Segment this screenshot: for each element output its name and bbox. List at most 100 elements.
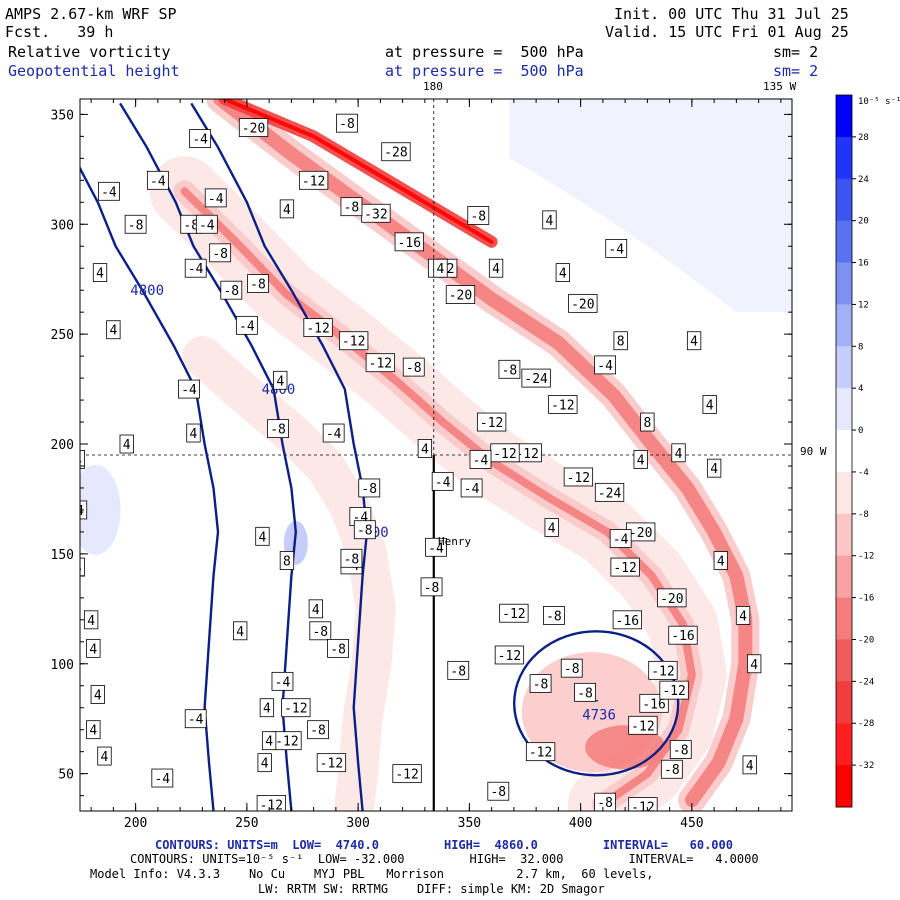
y-tick-label: 300 xyxy=(51,218,74,233)
vorticity-contour-label: -4 xyxy=(204,188,227,208)
svg-text:-12: -12 xyxy=(551,398,574,413)
vorticity-contour-label: -12 xyxy=(548,395,578,414)
station-henry-label: Henry xyxy=(438,535,471,548)
vorticity-contour-label: 4 xyxy=(186,423,201,443)
vorticity-height-map: 480048004800L4736-20-8-28-12-32-16-8-12-… xyxy=(51,80,900,831)
vorticity-contour-label: -20 xyxy=(445,285,476,304)
vorticity-contour-label: -12 xyxy=(563,467,594,487)
vorticity-contour-label: -8 xyxy=(420,577,443,597)
svg-text:-12: -12 xyxy=(284,702,307,717)
svg-text:-4: -4 xyxy=(199,218,215,233)
vorticity-contour-label: -8 xyxy=(340,197,363,217)
vorticity-contour-label: -24 xyxy=(521,368,551,388)
svg-text:-8: -8 xyxy=(361,482,377,497)
vorticity-contour-label: -12 xyxy=(610,557,640,577)
colorbar-segment xyxy=(836,471,852,515)
vorticity-contour-label: 8 xyxy=(279,551,295,570)
y-tick-label: 150 xyxy=(51,548,74,563)
vorticity-contour-label: 4 xyxy=(273,370,288,390)
svg-text:-4: -4 xyxy=(608,242,624,257)
colorbar-segment xyxy=(836,95,852,138)
svg-text:-8: -8 xyxy=(564,662,580,677)
svg-text:-20: -20 xyxy=(242,122,265,137)
footer-height-contours: CONTOURS: UNITS=m LOW= 4740.0 HIGH= 4860… xyxy=(155,838,733,852)
colorbar-tick-label: -32 xyxy=(858,761,874,771)
model-title: AMPS 2.67-km WRF SP xyxy=(5,5,177,23)
vorticity-contour-label: -16 xyxy=(639,693,669,713)
vorticity-contour-label: -12 xyxy=(490,443,520,463)
vorticity-contour-label: -8 xyxy=(247,274,269,293)
vorticity-contour-label: -4 xyxy=(98,181,120,201)
svg-text:-8: -8 xyxy=(183,218,199,233)
vorticity-contour-label: -12 xyxy=(272,731,302,751)
height-contour xyxy=(80,165,220,811)
colorbar-tick-label: -28 xyxy=(858,719,874,729)
vorticity-contour-label: -4 xyxy=(146,170,169,190)
svg-text:4: 4 xyxy=(263,702,271,717)
vorticity-contour-label: -4 xyxy=(195,214,218,234)
svg-text:-8: -8 xyxy=(344,201,360,216)
svg-text:-8: -8 xyxy=(223,284,239,299)
svg-text:-12: -12 xyxy=(515,447,538,462)
vorticity-band-inner-core xyxy=(180,187,696,809)
vorticity-contour-label: -12 xyxy=(525,742,556,762)
vorticity-contour-label: -4 xyxy=(469,449,492,469)
vorticity-contour-label: 4 xyxy=(255,526,270,546)
svg-text:-8: -8 xyxy=(450,664,466,679)
svg-text:-12: -12 xyxy=(306,322,329,337)
svg-text:-4: -4 xyxy=(275,675,291,690)
height-contour xyxy=(190,102,369,811)
forecast-hour: Fcst. 39 h xyxy=(5,23,114,41)
svg-text:-4: -4 xyxy=(188,713,204,728)
vorticity-contour-label: -4 xyxy=(184,709,207,729)
vorticity-contour-label: -12 xyxy=(298,170,329,190)
vorticity-contour-label: 4 xyxy=(555,263,570,283)
vorticity-contour-label: 4 xyxy=(83,610,99,630)
vorticity-contour-label: -12 xyxy=(316,753,347,773)
vorticity-contour-label: 4 xyxy=(80,557,85,577)
vorticity-contour-label: 8 xyxy=(58,527,72,545)
svg-text:-4: -4 xyxy=(464,482,480,497)
vorticity-band-upper-core xyxy=(222,99,494,244)
colorbar-tick-label: 8 xyxy=(858,342,863,352)
svg-text:-12: -12 xyxy=(275,735,298,750)
svg-text:-16: -16 xyxy=(616,614,639,629)
vorticity-contour-label: 4 xyxy=(106,320,121,340)
vorticity-contour-label: -32 xyxy=(361,203,391,223)
svg-text:4: 4 xyxy=(276,374,284,389)
vorticity-contour-label: 4 xyxy=(542,210,557,230)
colorbar-tick-label: 20 xyxy=(858,217,869,227)
vorticity-contour-label: 4 xyxy=(671,443,686,463)
svg-text:-12: -12 xyxy=(493,447,516,462)
vorticity-contour-label: -8 xyxy=(487,781,510,801)
vorticity-contour-label: -8 xyxy=(669,740,692,759)
colorbar-unit: 10⁻⁵ s⁻¹ xyxy=(858,97,900,107)
x-tick-label: 400 xyxy=(569,816,592,831)
vorticity-contour-label: -8 xyxy=(594,792,616,811)
svg-text:-8: -8 xyxy=(502,363,518,378)
svg-text:4: 4 xyxy=(236,625,244,640)
vorticity-contour-label: 4 xyxy=(633,449,648,469)
vorticity-contour-label: 4 xyxy=(686,331,702,351)
colorbar-segment xyxy=(836,555,852,599)
field2-name: Geopotential height xyxy=(8,62,180,80)
vorticity-contour-label: -8 xyxy=(560,658,583,678)
svg-text:-4: -4 xyxy=(597,359,613,374)
svg-text:-12: -12 xyxy=(320,757,343,772)
vorticity-contour-label: -12 xyxy=(281,698,311,718)
colorbar-tick-label: -24 xyxy=(858,677,874,687)
svg-text:-20: -20 xyxy=(629,526,652,541)
vorticity-contour-label: -12 xyxy=(628,797,658,811)
colorbar-segment xyxy=(836,513,852,557)
vorticity-contour-label: -4 xyxy=(322,423,345,443)
svg-text:4: 4 xyxy=(675,447,683,462)
y-tick-label: 50 xyxy=(58,768,74,783)
vorticity-contour-label: -8 xyxy=(327,638,350,658)
vorticity-contour-label: -12 xyxy=(476,412,507,432)
x-tick-label: 300 xyxy=(346,816,369,831)
svg-text:4: 4 xyxy=(739,609,747,624)
vorticity-contour-label: 4 xyxy=(233,621,248,641)
colorbar-segment xyxy=(836,639,852,682)
vorticity-contour-label: 4 xyxy=(433,258,448,278)
vorticity-contour-label: -16 xyxy=(394,232,424,252)
